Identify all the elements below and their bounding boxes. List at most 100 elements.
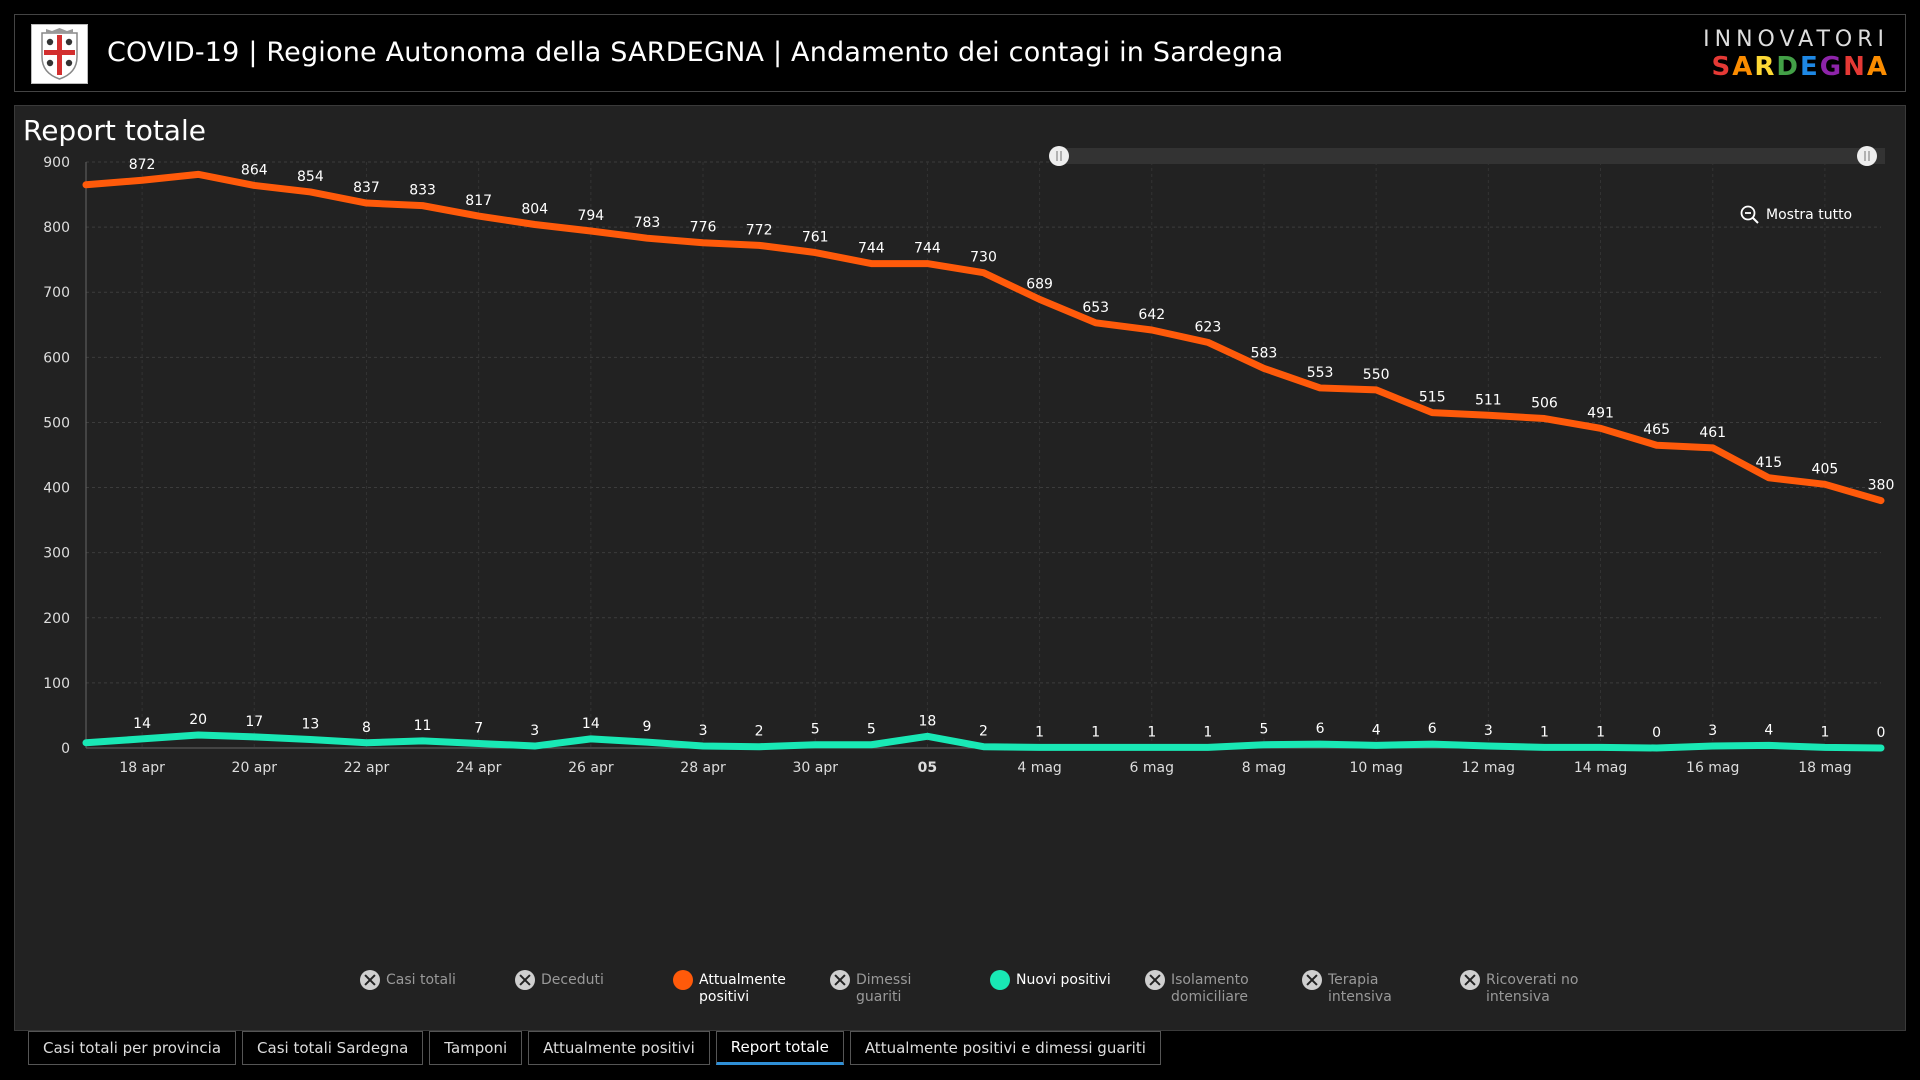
legend-disabled-x-icon (515, 970, 535, 990)
legend-item[interactable]: Attualmente positivi (673, 970, 795, 1006)
legend-item[interactable]: Casi totali (360, 970, 456, 992)
data-point (1710, 743, 1716, 749)
data-point (1766, 475, 1772, 481)
data-point (924, 261, 930, 267)
data-label: 837 (353, 180, 380, 196)
data-point (700, 743, 706, 749)
data-label: 380 (1868, 478, 1895, 494)
legend-label: Casi totali (386, 972, 456, 988)
data-point (588, 228, 594, 234)
data-label: 3 (1484, 723, 1493, 739)
data-point (532, 743, 538, 749)
data-point (83, 182, 89, 188)
data-point (1485, 743, 1491, 749)
x-tick-label: 10 mag (1349, 760, 1402, 776)
mostra-tutto-button[interactable]: Mostra tutto (1740, 205, 1852, 225)
tab-tamponi[interactable]: Tamponi (429, 1031, 523, 1065)
legend-item[interactable]: Deceduti (515, 970, 604, 992)
y-tick-label: 300 (43, 546, 70, 562)
y-tick-label: 800 (43, 220, 70, 236)
zoom-handle-left[interactable] (1049, 146, 1069, 166)
data-label: 13 (301, 717, 319, 733)
data-point (1429, 741, 1435, 747)
data-point (588, 736, 594, 742)
data-point (1541, 416, 1547, 422)
data-label: 730 (970, 250, 997, 266)
tab-casi-totali-sardegna[interactable]: Casi totali Sardegna (242, 1031, 424, 1065)
data-point (924, 733, 930, 739)
legend-item[interactable]: Nuovi positivi (990, 970, 1111, 992)
legend-disabled-x-icon (830, 970, 850, 990)
legend-item[interactable]: Isolamento domiciliare (1145, 970, 1267, 1006)
legend-disabled-x-icon (1145, 970, 1165, 990)
data-point (1093, 744, 1099, 750)
brand-letter: E (1800, 52, 1820, 82)
data-point (363, 200, 369, 206)
legend-item[interactable]: Ricoverati no intensiva (1460, 970, 1582, 1006)
panel-title: Report totale (23, 114, 206, 147)
data-label: 623 (1195, 319, 1222, 335)
legend-label: Attualmente positivi (699, 972, 786, 1005)
data-label: 2 (755, 724, 764, 740)
data-label: 4 (1372, 722, 1381, 738)
data-point (868, 261, 874, 267)
brand-letter: A (1732, 52, 1755, 82)
y-tick-label: 600 (43, 350, 70, 366)
legend-item[interactable]: Terapia intensiva (1302, 970, 1424, 1006)
data-label: 833 (409, 183, 436, 199)
legend-item[interactable]: Dimessi guariti (830, 970, 952, 1006)
brand-bottom-text: SARDEGNA (1703, 53, 1889, 81)
data-point (420, 203, 426, 209)
zoom-handle-right[interactable] (1857, 146, 1877, 166)
legend-disabled-x-icon (1302, 970, 1322, 990)
data-label: 2 (979, 724, 988, 740)
data-label: 6 (1316, 721, 1325, 737)
data-label: 872 (129, 157, 156, 173)
brand-top-text: INNOVATORI (1703, 27, 1889, 52)
data-point (1710, 445, 1716, 451)
mostra-tutto-label: Mostra tutto (1766, 207, 1853, 223)
legend-label: Nuovi positivi (1016, 972, 1111, 988)
data-label: 5 (811, 722, 820, 738)
data-label: 1 (1147, 724, 1156, 740)
data-point (1485, 412, 1491, 418)
data-label: 783 (634, 215, 661, 231)
data-point (1149, 327, 1155, 333)
data-point (1429, 410, 1435, 416)
legend-label: Dimessi guariti (856, 972, 912, 1005)
x-tick-label: 14 mag (1574, 760, 1627, 776)
tab-report-totale[interactable]: Report totale (715, 1031, 844, 1065)
x-tick-label: 28 apr (680, 760, 726, 776)
data-point (476, 213, 482, 219)
data-label: 1 (1820, 724, 1829, 740)
data-label: 553 (1307, 365, 1334, 381)
x-tick-label: 4 mag (1017, 760, 1061, 776)
data-label: 1 (1596, 724, 1605, 740)
data-label: 20 (189, 712, 207, 728)
y-tick-label: 200 (43, 611, 70, 627)
y-tick-label: 900 (43, 155, 70, 171)
tab-attualmente-positivi[interactable]: Attualmente positivi (528, 1031, 710, 1065)
data-label: 817 (465, 193, 492, 209)
data-label: 772 (746, 222, 773, 238)
data-label: 0 (1652, 725, 1661, 741)
legend-marker (990, 970, 1010, 990)
data-point (307, 189, 313, 195)
data-label: 506 (1531, 396, 1558, 412)
zoom-scrollbar-track[interactable] (1059, 148, 1885, 164)
legend-label: Terapia intensiva (1328, 972, 1392, 1005)
x-tick-label: 18 mag (1798, 760, 1851, 776)
data-point (812, 742, 818, 748)
data-point (756, 242, 762, 248)
header-bar: COVID-19 | Regione Autonoma della SARDEG… (14, 14, 1906, 92)
data-point (251, 182, 257, 188)
brand-letter: G (1819, 52, 1844, 82)
innovatori-sardegna-brand: INNOVATORI SARDEGNA (1703, 27, 1889, 81)
data-label: 1 (1203, 724, 1212, 740)
tab-attualmente-positivi-e-dimessi-guariti[interactable]: Attualmente positivi e dimessi guariti (849, 1031, 1161, 1065)
tab-casi-totali-per-provincia[interactable]: Casi totali per provincia (28, 1031, 237, 1065)
data-label: 11 (414, 718, 432, 734)
data-point (1261, 365, 1267, 371)
y-tick-label: 700 (43, 285, 70, 301)
data-point (981, 270, 986, 276)
